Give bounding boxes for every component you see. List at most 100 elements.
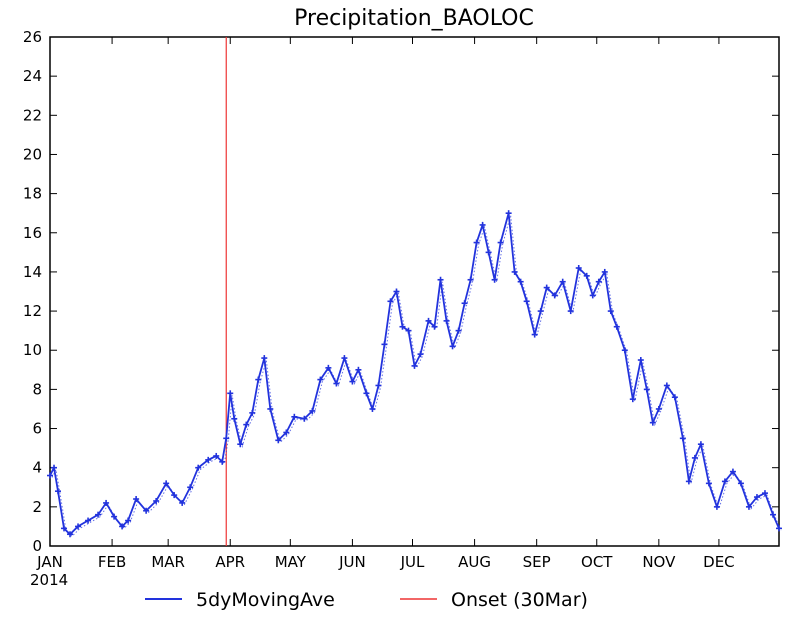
data-point (325, 364, 332, 371)
chart-title: Precipitation_BAOLOC (294, 6, 534, 31)
data-point (567, 308, 574, 315)
data-point (575, 265, 582, 272)
y-tick-label-6: 6 (32, 420, 42, 438)
data-point (679, 435, 686, 442)
data-point (449, 343, 456, 350)
data-point (111, 513, 118, 520)
x-tick-label-sep: SEP (523, 553, 551, 571)
data-point (85, 517, 92, 524)
data-point (231, 415, 238, 422)
data-point (381, 341, 388, 348)
data-point (103, 499, 110, 506)
data-point (655, 405, 662, 412)
data-point (133, 496, 140, 503)
data-point (443, 317, 450, 324)
y-tick-label-0: 0 (32, 537, 42, 555)
x-tick-label-mar: MAR (151, 553, 185, 571)
data-point (491, 276, 498, 283)
data-point (219, 458, 226, 465)
data-point (341, 355, 348, 362)
data-point (473, 239, 480, 246)
data-point (205, 456, 212, 463)
y-tick-label-14: 14 (23, 263, 42, 281)
data-point (153, 497, 160, 504)
data-point (601, 268, 608, 275)
y-tick-label-8: 8 (32, 380, 42, 398)
data-point (393, 288, 400, 295)
data-point (425, 317, 432, 324)
data-point (213, 452, 220, 459)
x-tick-label-feb: FEB (98, 553, 126, 571)
data-point (243, 421, 250, 428)
data-point (511, 268, 518, 275)
x-tick-label-oct: OCT (581, 553, 613, 571)
data-point (179, 499, 186, 506)
data-point (607, 308, 614, 315)
data-point (301, 415, 308, 422)
data-point (637, 357, 644, 364)
data-point (369, 405, 376, 412)
data-point (697, 441, 704, 448)
x-tick-label-jun: JUN (338, 553, 366, 571)
y-tick-label-24: 24 (23, 67, 42, 85)
y-tick-label-18: 18 (23, 185, 42, 203)
y-tick-label-20: 20 (23, 145, 42, 163)
series-line-5dymovingave (49, 212, 780, 536)
data-point (643, 386, 650, 393)
data-point (621, 347, 628, 354)
data-point (309, 407, 316, 414)
data-point (223, 435, 230, 442)
data-point (691, 454, 698, 461)
series-shadow-line (51, 215, 782, 538)
data-point (411, 362, 418, 369)
legend-label-onset: Onset (30Mar) (451, 589, 588, 611)
data-point (363, 390, 370, 397)
data-point (613, 323, 620, 330)
data-point (467, 276, 474, 283)
y-tick-label-16: 16 (23, 224, 42, 242)
data-point (685, 478, 692, 485)
data-point (753, 494, 760, 501)
data-point (531, 331, 538, 338)
legend-label-5dymovingave: 5dyMovingAve (196, 589, 335, 611)
data-point (595, 278, 602, 285)
data-point (283, 429, 290, 436)
data-point (47, 472, 53, 479)
data-point (55, 488, 62, 495)
data-point (437, 276, 444, 283)
x-axis: JAN FEB MAR APR MAY JUN JUL AUG SEP OCT NOV DEC (36, 37, 735, 571)
data-point (671, 394, 678, 401)
legend: 5dyMovingAve Onset (30Mar) (145, 589, 588, 611)
data-point (227, 390, 234, 397)
data-point (187, 484, 194, 491)
data-point (705, 480, 712, 487)
data-point (417, 351, 424, 358)
y-tick-label-10: 10 (23, 341, 42, 359)
data-point (375, 382, 382, 389)
data-point (583, 272, 590, 279)
data-point (275, 437, 282, 444)
x-tick-label-jul: JUL (400, 553, 425, 571)
data-point (163, 480, 170, 487)
data-point (95, 511, 102, 518)
data-point (479, 221, 486, 228)
x-tick-label-may: MAY (275, 553, 307, 571)
data-point (537, 308, 544, 315)
data-point (517, 278, 524, 285)
data-point (261, 355, 268, 362)
y-tick-label-22: 22 (23, 106, 42, 124)
data-point (125, 517, 132, 524)
data-point (737, 480, 744, 487)
data-point (119, 523, 126, 530)
data-point (355, 366, 362, 373)
y-tick-label-12: 12 (23, 302, 42, 320)
data-point (745, 503, 752, 510)
data-point (51, 464, 58, 471)
data-point (629, 396, 636, 403)
data-point (333, 380, 340, 387)
data-point (171, 492, 178, 499)
data-point (485, 249, 492, 256)
x-tick-label-aug: AUG (458, 553, 491, 571)
